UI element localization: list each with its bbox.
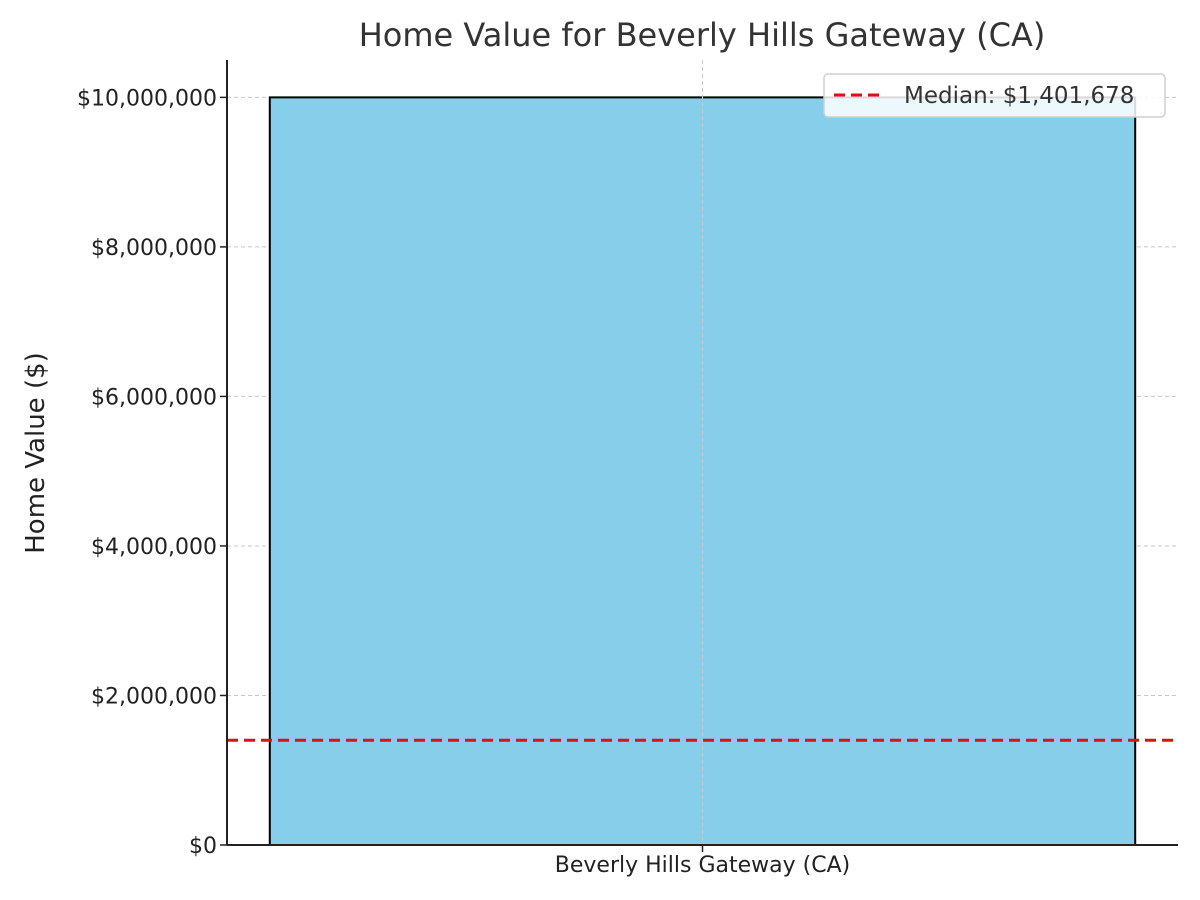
chart-title: Home Value for Beverly Hills Gateway (CA… — [359, 16, 1046, 54]
y-tick-label-2: $4,000,000 — [91, 535, 217, 560]
y-tick-label-0: $0 — [189, 834, 217, 859]
y-tick-label-3: $6,000,000 — [91, 385, 217, 410]
x-tick-label-0: Beverly Hills Gateway (CA) — [555, 853, 850, 878]
legend-box — [823, 73, 1166, 118]
tick-labels: $0 $2,000,000 $4,000,000 $6,000,000 $8,000,0… — [77, 86, 850, 878]
y-tick-label-1: $2,000,000 — [91, 684, 217, 709]
y-axis-label: Home Value ($) — [21, 352, 51, 554]
y-tick-label-4: $8,000,000 — [91, 236, 217, 261]
legend-median-label: Median: $1,401,678 — [904, 83, 1134, 109]
bars — [268, 60, 1137, 846]
legend: Median: $1,401,678 — [823, 73, 1166, 118]
y-tick-label-5: $10,000,000 — [77, 86, 217, 111]
